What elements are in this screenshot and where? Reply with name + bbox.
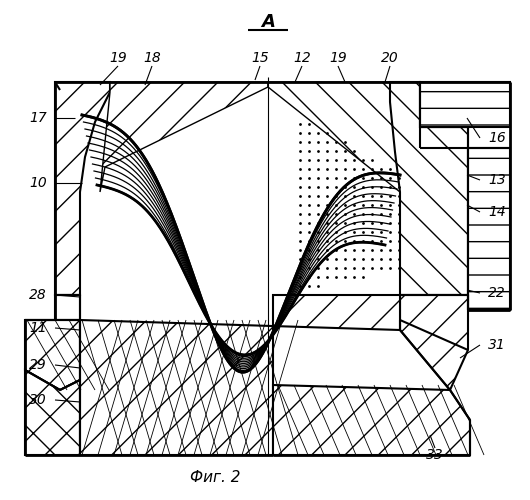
- Text: 19: 19: [109, 51, 127, 65]
- Polygon shape: [25, 320, 80, 390]
- Text: 20: 20: [381, 51, 399, 65]
- Text: 22: 22: [488, 286, 506, 300]
- Text: 10: 10: [29, 176, 47, 190]
- Text: 29: 29: [29, 358, 47, 372]
- Polygon shape: [273, 385, 470, 455]
- Text: 31: 31: [488, 338, 506, 352]
- Polygon shape: [55, 295, 80, 320]
- Text: 28: 28: [29, 288, 47, 302]
- Text: 17: 17: [29, 111, 47, 125]
- Polygon shape: [55, 82, 110, 295]
- Polygon shape: [390, 82, 468, 295]
- Polygon shape: [80, 295, 400, 455]
- Text: Фиг. 2: Фиг. 2: [190, 470, 240, 484]
- Text: 18: 18: [143, 51, 161, 65]
- Polygon shape: [420, 82, 510, 127]
- Text: 12: 12: [293, 51, 311, 65]
- Polygon shape: [400, 295, 468, 390]
- Text: 13: 13: [488, 173, 506, 187]
- Text: 30: 30: [29, 393, 47, 407]
- Text: 33: 33: [426, 448, 444, 462]
- Polygon shape: [25, 370, 80, 455]
- Text: 14: 14: [488, 205, 506, 219]
- Polygon shape: [268, 82, 405, 192]
- Text: 15: 15: [251, 51, 269, 65]
- Text: 11: 11: [29, 321, 47, 335]
- Polygon shape: [468, 148, 510, 310]
- Text: 19: 19: [329, 51, 347, 65]
- Text: 16: 16: [488, 131, 506, 145]
- Polygon shape: [100, 82, 268, 192]
- Text: А: А: [261, 13, 275, 31]
